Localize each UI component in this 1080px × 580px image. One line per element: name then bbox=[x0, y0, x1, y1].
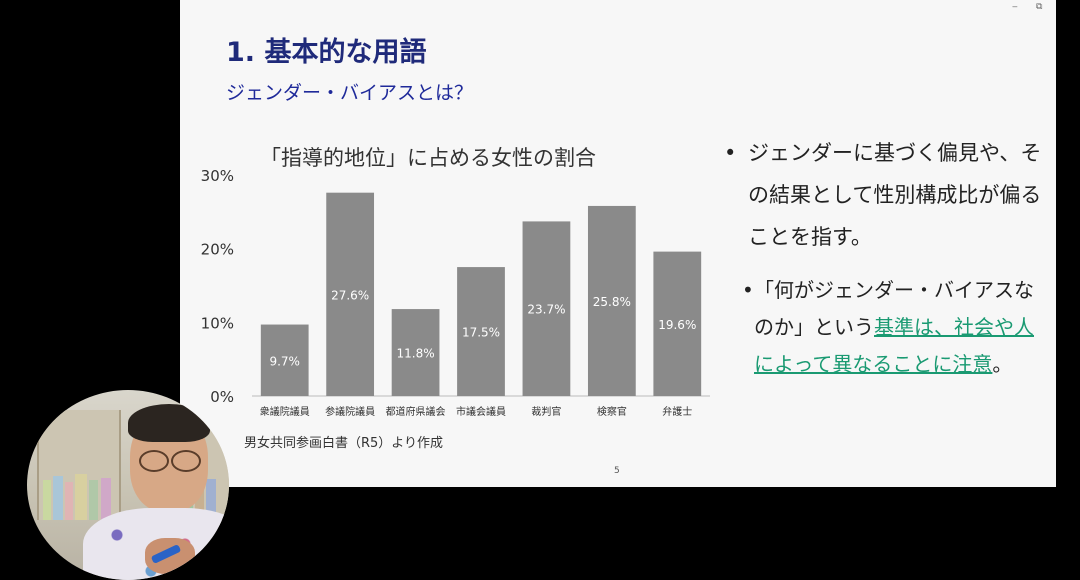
presentation-slide: ‒ ⧉ 1. 基本的な用語 ジェンダー・バイアスとは？ 「指導的地位」に占める女… bbox=[180, 0, 1056, 487]
bullet-main: • ジェンダーに基づく偏見や、その結果として性別構成比が偏ることを指す。 bbox=[724, 132, 1044, 258]
page-number: 5 bbox=[614, 466, 620, 476]
data-label: 17.5% bbox=[462, 326, 500, 340]
bullet-sub-prefix: 「何がジェンダー・バイアスなのか」という bbox=[754, 278, 1034, 339]
bullet-sub-highlight: 基準は、社会や人によって異なることに注意 bbox=[754, 315, 1034, 376]
bar-chart: 0% 10% 20% 30% 9.7% 衆議院議員 27.6% 参議院議員 11.8% 都道府県議… bbox=[201, 167, 710, 418]
x-tick-label: 市議会議員 bbox=[456, 405, 506, 418]
x-tick-label: 検察官 bbox=[597, 405, 627, 418]
bullet-sub: • 「何がジェンダー・バイアスなのか」という基準は、社会や人によって異なることに… bbox=[742, 272, 1044, 383]
source-note: 男女共同参画白書（R5）より作成 bbox=[244, 436, 444, 451]
bullet-sub-suffix: 。 bbox=[992, 352, 1013, 376]
data-label: 27.6% bbox=[331, 288, 369, 302]
chart-title: 「指導的地位」に占める女性の割合 bbox=[260, 146, 596, 170]
bar bbox=[653, 251, 702, 396]
x-tick-label: 衆議院議員 bbox=[260, 405, 310, 418]
bar bbox=[457, 267, 505, 396]
presenter-hair bbox=[128, 404, 210, 442]
data-label: 19.6% bbox=[658, 318, 696, 332]
y-tick-label: 30% bbox=[201, 167, 234, 185]
bullet-list: • ジェンダーに基づく偏見や、その結果として性別構成比が偏ることを指す。 • 「… bbox=[724, 132, 1044, 383]
bookshelf bbox=[37, 410, 121, 520]
bar bbox=[326, 192, 375, 396]
bar bbox=[522, 221, 571, 396]
data-label: 11.8% bbox=[397, 347, 435, 361]
bullet-marker: • bbox=[742, 278, 754, 302]
data-label: 9.7% bbox=[269, 354, 300, 368]
glasses bbox=[137, 450, 203, 472]
minimize-icon[interactable]: ‒ bbox=[1012, 2, 1018, 12]
slide-title: 1. 基本的な用語 bbox=[226, 37, 427, 68]
data-label: 23.7% bbox=[527, 303, 565, 317]
y-tick-label: 20% bbox=[201, 241, 234, 259]
bar bbox=[587, 205, 636, 396]
y-tick-label: 10% bbox=[201, 314, 234, 332]
x-tick-label: 参議院議員 bbox=[325, 405, 375, 418]
bullet-main-text: ジェンダーに基づく偏見や、その結果として性別構成比が偏ることを指す。 bbox=[748, 141, 1042, 249]
bullet-marker: • bbox=[724, 141, 737, 165]
x-tick-label: 裁判官 bbox=[531, 405, 561, 418]
y-tick-label: 0% bbox=[210, 388, 234, 406]
x-tick-label: 弁護士 bbox=[662, 405, 692, 418]
bar bbox=[391, 309, 440, 396]
presenter-webcam bbox=[27, 390, 229, 580]
restore-icon[interactable]: ⧉ bbox=[1036, 2, 1043, 12]
data-label: 25.8% bbox=[593, 295, 631, 309]
x-tick-label: 都道府県議会 bbox=[386, 405, 446, 418]
slide-subtitle: ジェンダー・バイアスとは？ bbox=[226, 82, 474, 104]
bar bbox=[260, 324, 309, 396]
